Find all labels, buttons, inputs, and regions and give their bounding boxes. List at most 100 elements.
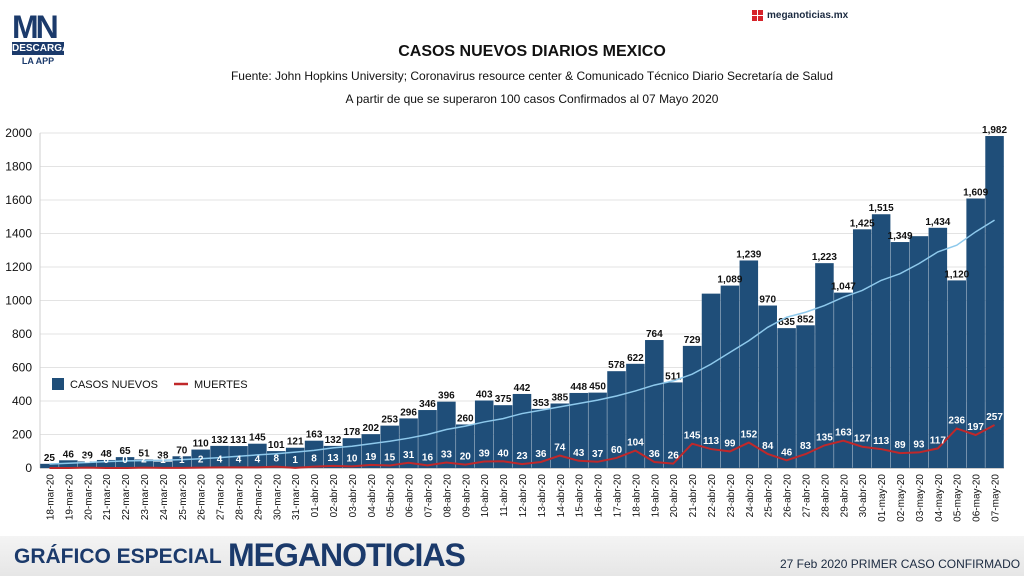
x-tick-label: 26-abr-20 bbox=[783, 474, 794, 518]
deaths-value-label: 89 bbox=[894, 440, 906, 451]
bar bbox=[40, 463, 59, 468]
bar-value-label: 448 bbox=[570, 382, 587, 393]
bar-value-label: 578 bbox=[608, 360, 625, 371]
deaths-value-label: 20 bbox=[460, 452, 472, 463]
x-tick-label: 14-abr-20 bbox=[556, 474, 567, 518]
bar-value-label: 101 bbox=[268, 440, 285, 451]
bar-value-label: 375 bbox=[495, 394, 512, 405]
bar bbox=[456, 424, 475, 468]
bar-value-label: 1,120 bbox=[944, 269, 969, 280]
deaths-value-label: 113 bbox=[703, 436, 720, 447]
bar bbox=[777, 328, 796, 468]
deaths-value-label: 236 bbox=[948, 415, 965, 426]
deaths-value-label: 13 bbox=[327, 453, 339, 464]
bar-value-label: 1,425 bbox=[850, 218, 875, 229]
site-badge: meganoticias.mx bbox=[752, 10, 848, 21]
x-tick-label: 28-abr-20 bbox=[820, 474, 831, 518]
bar-value-label: 110 bbox=[193, 439, 210, 450]
bar-value-label: 296 bbox=[400, 407, 417, 418]
x-tick-label: 09-abr-20 bbox=[461, 474, 472, 518]
bar bbox=[966, 198, 985, 468]
site-logo-icon bbox=[752, 10, 763, 21]
bar-value-label: 1,982 bbox=[982, 125, 1007, 136]
y-tick-label: 1800 bbox=[5, 160, 32, 174]
bar bbox=[796, 325, 815, 468]
chart-subtitle: Fuente: John Hopkins University; Coronav… bbox=[230, 69, 834, 83]
bar-value-label: 145 bbox=[249, 433, 266, 444]
bar-value-label: 622 bbox=[627, 353, 644, 364]
bar-value-label: 1,515 bbox=[869, 203, 894, 214]
bar-value-label: 51 bbox=[138, 448, 150, 459]
deaths-value-label: 1 bbox=[179, 455, 185, 466]
bar bbox=[588, 392, 607, 468]
y-tick-label: 1600 bbox=[5, 193, 32, 207]
bar-value-label: 1,349 bbox=[888, 231, 913, 242]
x-tick-label: 02-abr-20 bbox=[329, 474, 340, 518]
special-graphic-label: GRÁFICO ESPECIAL bbox=[14, 545, 222, 568]
x-tick-label: 22-abr-20 bbox=[707, 474, 718, 518]
bar-value-label: 403 bbox=[476, 389, 493, 400]
x-tick-label: 27-mar-20 bbox=[216, 474, 227, 521]
bar-value-label: 1,047 bbox=[831, 282, 856, 293]
bar-value-label: 163 bbox=[306, 430, 323, 441]
logo-descarga-text: DESCARGA bbox=[12, 42, 70, 55]
bar-value-label: 25 bbox=[44, 453, 56, 464]
bar-value-label: 396 bbox=[438, 391, 455, 402]
x-tick-label: 07-abr-20 bbox=[423, 474, 434, 518]
bar-value-label: 132 bbox=[325, 435, 342, 446]
deaths-line bbox=[49, 424, 996, 469]
logo-app-text: LA APP bbox=[21, 56, 55, 66]
bar bbox=[909, 236, 929, 468]
deaths-value-label: 8 bbox=[311, 454, 317, 465]
x-tick-label: 25-mar-20 bbox=[178, 474, 189, 521]
bar-value-label: 131 bbox=[230, 435, 247, 446]
bar-value-label: 385 bbox=[551, 393, 568, 404]
x-tick-label: 08-abr-20 bbox=[442, 474, 453, 518]
x-tick-label: 12-abr-20 bbox=[518, 474, 529, 518]
bar-value-label: 1,089 bbox=[717, 275, 742, 286]
x-tick-label: 24-abr-20 bbox=[745, 474, 756, 518]
bar bbox=[267, 451, 286, 468]
bar-value-label: 132 bbox=[211, 435, 228, 446]
x-tick-label: 03-abr-20 bbox=[348, 474, 359, 518]
bar bbox=[96, 459, 116, 468]
deaths-value-label: 19 bbox=[365, 452, 377, 463]
deaths-value-label: 2 bbox=[198, 455, 204, 466]
bar bbox=[59, 460, 78, 468]
x-tick-label: 29-abr-20 bbox=[839, 474, 850, 518]
deaths-value-label: 36 bbox=[535, 449, 547, 460]
bar bbox=[172, 456, 192, 468]
x-tick-label: 04-may-20 bbox=[934, 474, 945, 522]
x-tick-label: 20-abr-20 bbox=[669, 474, 680, 518]
bar bbox=[663, 382, 683, 468]
x-tick-label: 16-abr-20 bbox=[594, 474, 605, 518]
x-tick-label: 19-abr-20 bbox=[650, 474, 661, 518]
deaths-value-label: 1 bbox=[292, 455, 298, 466]
x-tick-label: 01-may-20 bbox=[877, 474, 888, 522]
legend-swatch-cases bbox=[52, 378, 64, 390]
bar bbox=[569, 392, 588, 468]
bar-value-label: 38 bbox=[157, 451, 169, 462]
deaths-value-label: 2 bbox=[84, 455, 90, 466]
deaths-value-label: 31 bbox=[403, 450, 415, 461]
y-tick-label: 800 bbox=[12, 327, 32, 341]
deaths-value-label: 93 bbox=[913, 439, 925, 450]
x-tick-label: 18-abr-20 bbox=[631, 474, 642, 518]
deaths-value-label: 43 bbox=[573, 448, 585, 459]
deaths-value-label: 2 bbox=[141, 455, 147, 466]
bar-value-label: 253 bbox=[381, 415, 398, 426]
deaths-value-label: 4 bbox=[217, 454, 223, 465]
trend-line bbox=[49, 219, 995, 465]
x-tick-labels: 18-mar-20 19-mar-20 20-mar-20 21-mar-20 22-m… bbox=[45, 474, 1001, 522]
bar bbox=[701, 293, 721, 468]
bar bbox=[437, 401, 456, 468]
deaths-value-label: 83 bbox=[800, 441, 812, 452]
deaths-value-label: 4 bbox=[255, 454, 261, 465]
legend: CASOS NUEVOS MUERTES bbox=[52, 378, 248, 391]
bar bbox=[380, 425, 399, 468]
bar-value-label: 970 bbox=[759, 295, 776, 306]
deaths-value-label: 60 bbox=[611, 445, 623, 456]
x-tick-label: 31-mar-20 bbox=[291, 474, 302, 521]
bar bbox=[928, 227, 948, 468]
